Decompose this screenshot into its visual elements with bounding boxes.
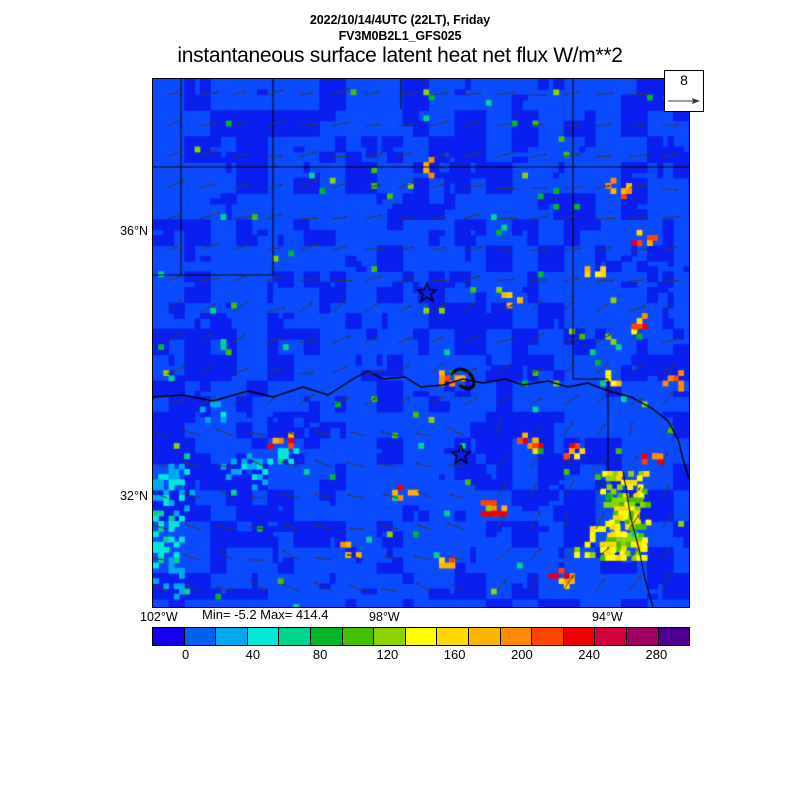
colorbar-segment-15 — [626, 628, 659, 645]
colorbar-segment-3 — [247, 628, 280, 645]
vector-reference-legend: 8 — [664, 70, 704, 112]
colorbar-segment-5 — [310, 628, 343, 645]
colorbar-tick-280: 280 — [645, 647, 668, 662]
colorbar-segment-6 — [342, 628, 375, 645]
lon-label-98w: 98°W — [369, 610, 400, 624]
colorbar — [152, 627, 690, 646]
colorbar-tick-80: 80 — [312, 647, 328, 662]
lon-label-102w: 102°W — [140, 610, 178, 624]
colorbar-tick-240: 240 — [578, 647, 600, 662]
colorbar-segment-11 — [500, 628, 533, 645]
colorbar-segment-0 — [153, 628, 185, 645]
colorbar-segment-1 — [184, 628, 217, 645]
vector-reference-value: 8 — [680, 72, 688, 88]
right-arrow-icon — [668, 98, 700, 104]
colorbar-segment-8 — [405, 628, 438, 645]
colorbar-tick-200: 200 — [511, 647, 533, 662]
colorbar-segment-14 — [595, 628, 627, 645]
colorbar-segment-16 — [658, 628, 690, 645]
colorbar-tick-40: 40 — [245, 647, 261, 662]
lat-label-36n: 36°N — [120, 224, 148, 238]
colorbar-segment-4 — [279, 628, 311, 645]
min-max-annotation: Min= -5.2 Max= 414.4 — [202, 607, 329, 622]
lon-label-94w: 94°W — [592, 610, 623, 624]
colorbar-segment-13 — [563, 628, 596, 645]
colorbar-tick-120: 120 — [376, 647, 399, 662]
colorbar-tick-160: 160 — [443, 647, 466, 662]
colorbar-segment-10 — [468, 628, 501, 645]
flux-field-canvas — [153, 79, 689, 607]
page-title: instantaneous surface latent heat net fl… — [177, 44, 623, 67]
colorbar-segment-9 — [437, 628, 469, 645]
colorbar-tick-labels: 0 40 80 120 160 200 240 280 — [152, 647, 690, 663]
lat-label-32n: 32°N — [120, 489, 148, 503]
colorbar-tick-0: 0 — [182, 647, 190, 662]
colorbar-segment-7 — [374, 628, 406, 645]
colorbar-segment-2 — [216, 628, 248, 645]
map-plot-area[interactable] — [152, 78, 690, 608]
date-line: 2022/10/14/4UTC (22LT), Friday — [309, 13, 491, 27]
model-line: FV3M0B2L1_GFS025 — [338, 29, 462, 43]
colorbar-segment-12 — [532, 628, 564, 645]
